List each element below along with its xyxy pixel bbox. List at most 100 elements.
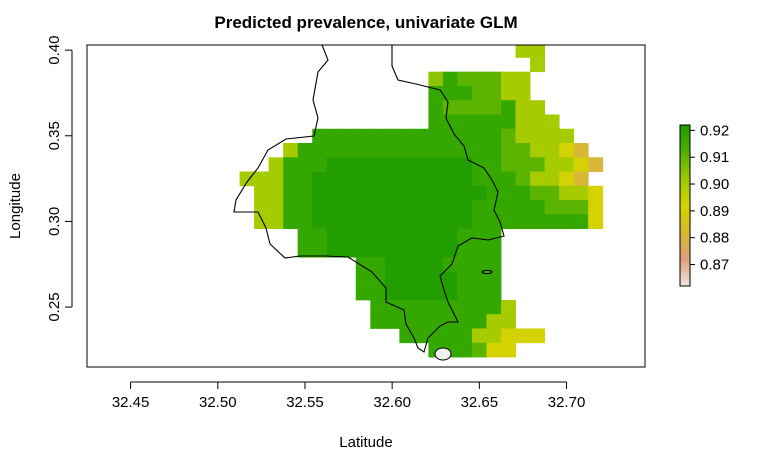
heatmap-cell [457, 299, 473, 315]
heatmap-cell [326, 157, 342, 172]
heatmap-cell [283, 200, 299, 215]
heatmap-cell [559, 214, 575, 230]
heatmap-cell [312, 214, 328, 230]
heatmap-cell [486, 242, 502, 258]
heatmap-cell [239, 171, 255, 187]
heatmap-cell [530, 328, 546, 344]
heatmap-cell [573, 143, 589, 158]
heatmap-cells [239, 45, 604, 358]
heatmap-cell [428, 328, 444, 344]
heatmap-cell [283, 171, 299, 187]
heatmap-cell [530, 214, 546, 230]
heatmap-cell [413, 143, 429, 158]
heatmap-cell [442, 71, 458, 87]
heatmap-cell [515, 100, 531, 115]
heatmap-cell [312, 157, 328, 172]
heatmap-cell [413, 328, 429, 344]
heatmap-cell [370, 257, 386, 272]
heatmap-cell [442, 214, 458, 230]
heatmap-cell [544, 171, 560, 187]
heatmap-cell [355, 285, 371, 301]
heatmap-cell [413, 228, 429, 244]
heatmap-cell [588, 214, 604, 230]
heatmap-cell [413, 271, 429, 287]
heatmap-cell [471, 271, 487, 287]
heatmap-cell [457, 271, 473, 287]
heatmap-cell [283, 157, 299, 172]
heatmap-cell [384, 285, 400, 301]
heatmap-cell [428, 299, 444, 315]
heatmap-cell [413, 185, 429, 201]
heatmap-cell [254, 214, 270, 230]
heatmap-cell [471, 157, 487, 172]
heatmap-cell [530, 45, 546, 58]
heatmap-cell [312, 200, 328, 215]
heatmap-cell [312, 128, 328, 144]
heatmap-cell [370, 128, 386, 144]
heatmap-cell [341, 128, 357, 144]
heatmap-cell [399, 157, 415, 172]
heatmap-cell [355, 214, 371, 230]
heatmap-cell [471, 71, 487, 87]
heatmap-cell [471, 285, 487, 301]
heatmap-cell [355, 271, 371, 287]
heatmap-cell [355, 228, 371, 244]
heatmap-cell [486, 342, 502, 358]
heatmap-cell [471, 85, 487, 101]
heatmap-cell [370, 285, 386, 301]
heatmap-cell [312, 242, 328, 258]
heatmap-cell [501, 143, 516, 158]
island-outline [233, 44, 505, 361]
heatmap-cell [428, 257, 444, 272]
heatmap-cell [457, 71, 473, 87]
heatmap-cell [341, 157, 357, 172]
heatmap-cell [399, 242, 415, 258]
heatmap-cell [457, 114, 473, 130]
heatmap-cell [515, 85, 531, 101]
heatmap-cell [515, 200, 531, 215]
heatmap-cell [501, 314, 516, 329]
heatmap-cell [254, 200, 270, 215]
heatmap-cell [501, 71, 516, 87]
heatmap-cell [486, 200, 502, 215]
heatmap-cell [297, 242, 313, 258]
plot-frame [86, 44, 646, 368]
heatmap-cell [370, 314, 386, 329]
heatmap-cell [530, 57, 546, 73]
heatmap-cell [457, 85, 473, 101]
heatmap-cell [283, 214, 299, 230]
heatmap-cell [442, 85, 458, 101]
heatmap-cell [442, 100, 458, 115]
heatmap-cell [501, 185, 516, 201]
heatmap-cell [501, 128, 516, 144]
heatmap-cell [559, 171, 575, 187]
heatmap-cell [486, 71, 502, 87]
heatmap-cell [341, 200, 357, 215]
legend-label: 0.90 [700, 176, 729, 193]
heatmap-cell [515, 328, 531, 344]
heatmap-cell [544, 185, 560, 201]
heatmap-cell [384, 214, 400, 230]
heatmap-cell [457, 171, 473, 187]
heatmap-cell [530, 128, 546, 144]
heatmap-cell [559, 143, 575, 158]
heatmap-cell [326, 171, 342, 187]
heatmap-cell [515, 214, 531, 230]
heatmap-cell [297, 185, 313, 201]
heatmap-cell [413, 157, 429, 172]
heatmap-cell [428, 128, 444, 144]
heatmap-cell [530, 157, 546, 172]
heatmap-cell [501, 171, 516, 187]
x-tick-label: 32.70 [548, 394, 586, 411]
heatmap-cell [573, 185, 589, 201]
heatmap-cell [355, 257, 371, 272]
heatmap-cell [428, 242, 444, 258]
heatmap-cell [471, 114, 487, 130]
heatmap-cell [573, 214, 589, 230]
heatmap-cell [486, 185, 502, 201]
heatmap-cell [355, 171, 371, 187]
heatmap-cell [399, 214, 415, 230]
heatmap-cell [355, 242, 371, 258]
legend-label: 0.91 [700, 149, 729, 166]
